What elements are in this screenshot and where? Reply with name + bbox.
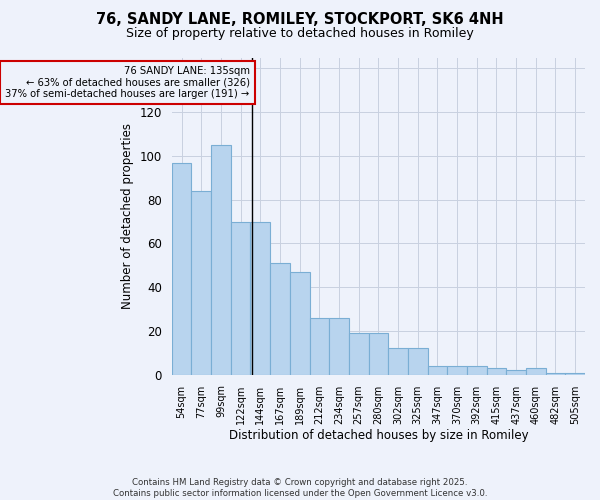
Bar — [447, 366, 467, 374]
Bar — [526, 368, 545, 374]
Bar — [467, 366, 487, 374]
Text: Contains HM Land Registry data © Crown copyright and database right 2025.
Contai: Contains HM Land Registry data © Crown c… — [113, 478, 487, 498]
Bar — [487, 368, 506, 374]
Bar — [388, 348, 408, 374]
Text: 76, SANDY LANE, ROMILEY, STOCKPORT, SK6 4NH: 76, SANDY LANE, ROMILEY, STOCKPORT, SK6 … — [96, 12, 504, 28]
Bar — [310, 318, 329, 374]
Bar — [545, 372, 565, 374]
Bar — [172, 162, 191, 374]
Bar — [329, 318, 349, 374]
Bar — [428, 366, 447, 374]
Bar — [565, 372, 585, 374]
Text: 76 SANDY LANE: 135sqm
← 63% of detached houses are smaller (326)
37% of semi-det: 76 SANDY LANE: 135sqm ← 63% of detached … — [5, 66, 250, 100]
Bar — [191, 191, 211, 374]
Bar — [290, 272, 310, 374]
Bar — [270, 263, 290, 374]
X-axis label: Distribution of detached houses by size in Romiley: Distribution of detached houses by size … — [229, 430, 528, 442]
Bar — [506, 370, 526, 374]
Bar — [211, 145, 231, 374]
Bar — [349, 333, 368, 374]
Text: Size of property relative to detached houses in Romiley: Size of property relative to detached ho… — [126, 28, 474, 40]
Y-axis label: Number of detached properties: Number of detached properties — [121, 123, 134, 309]
Bar — [408, 348, 428, 374]
Bar — [368, 333, 388, 374]
Bar — [250, 222, 270, 374]
Bar — [231, 222, 250, 374]
